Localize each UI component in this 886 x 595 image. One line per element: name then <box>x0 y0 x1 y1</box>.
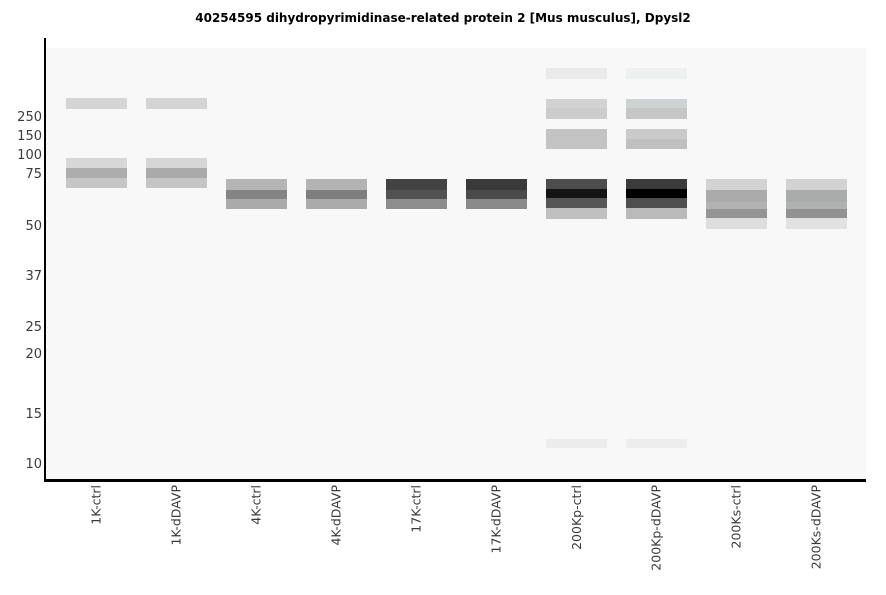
gel-band <box>626 179 687 189</box>
gel-band <box>306 179 367 190</box>
x-tick-label: 1K-dDAVP <box>168 485 184 546</box>
gel-band <box>786 179 847 190</box>
gel-band <box>706 190 767 202</box>
gel-band <box>546 439 607 448</box>
x-tick-label: 200Ks-dDAVP <box>808 485 824 570</box>
y-tick-label: 100 <box>17 148 42 163</box>
gel-band <box>706 202 767 209</box>
gel-band <box>386 199 447 209</box>
gel-band <box>386 179 447 190</box>
gel-band <box>626 208 687 219</box>
gel-band <box>66 98 127 109</box>
gel-band <box>626 108 687 119</box>
gel-band <box>546 208 607 219</box>
gel-band <box>146 168 207 178</box>
gel-band <box>546 179 607 189</box>
gel-band <box>146 158 207 168</box>
gel-band <box>626 439 687 448</box>
gel-band <box>306 190 367 199</box>
y-tick-label: 250 <box>17 110 42 125</box>
gel-band <box>626 198 687 208</box>
gel-band <box>146 98 207 109</box>
x-axis-line <box>44 479 866 482</box>
x-tick-label: 17K-ctrl <box>408 485 424 533</box>
plot-area <box>46 48 866 479</box>
gel-band <box>786 190 847 202</box>
y-tick-label: 150 <box>17 129 42 144</box>
gel-band <box>546 198 607 208</box>
gel-band <box>706 209 767 218</box>
y-tick-label: 25 <box>25 320 42 335</box>
gel-band <box>306 199 367 209</box>
gel-band <box>786 202 847 209</box>
gel-band <box>786 209 847 218</box>
gel-band <box>466 199 527 209</box>
y-axis-line <box>44 38 46 482</box>
x-tick-label: 200Kp-ctrl <box>568 485 584 550</box>
gel-band <box>66 168 127 178</box>
gel-band <box>546 99 607 108</box>
gel-band <box>626 99 687 108</box>
x-tick-label: 200Ks-ctrl <box>728 485 744 549</box>
gel-band <box>786 218 847 229</box>
gel-band <box>706 218 767 229</box>
x-tick-label: 200Kp-dDAVP <box>648 485 664 571</box>
gel-band <box>146 178 207 188</box>
y-tick-label: 37 <box>25 269 42 284</box>
chart-title: 40254595 dihydropyrimidinase-related pro… <box>195 11 691 25</box>
gel-band <box>466 179 527 190</box>
gel-band <box>546 108 607 119</box>
gel-band <box>626 139 687 149</box>
x-tick-label: 4K-dDAVP <box>328 485 344 546</box>
gel-band <box>626 189 687 198</box>
gel-band <box>226 179 287 190</box>
gel-band <box>626 68 687 79</box>
gel-band <box>546 68 607 79</box>
x-tick-label: 17K-dDAVP <box>488 485 504 554</box>
gel-band <box>466 190 527 199</box>
gel-band <box>706 179 767 190</box>
y-tick-label: 50 <box>25 219 42 234</box>
y-tick-label: 10 <box>25 457 42 472</box>
gel-band <box>226 190 287 199</box>
y-tick-label: 15 <box>25 407 42 422</box>
gel-band <box>66 158 127 168</box>
x-tick-label: 4K-ctrl <box>248 485 264 525</box>
x-tick-label: 1K-ctrl <box>88 485 104 525</box>
y-tick-label: 75 <box>25 167 42 182</box>
gel-band <box>626 129 687 139</box>
gel-band <box>226 199 287 209</box>
gel-band <box>66 178 127 188</box>
gel-band <box>386 190 447 199</box>
gel-band <box>546 129 607 149</box>
gel-band <box>546 189 607 198</box>
y-tick-label: 20 <box>25 347 42 362</box>
